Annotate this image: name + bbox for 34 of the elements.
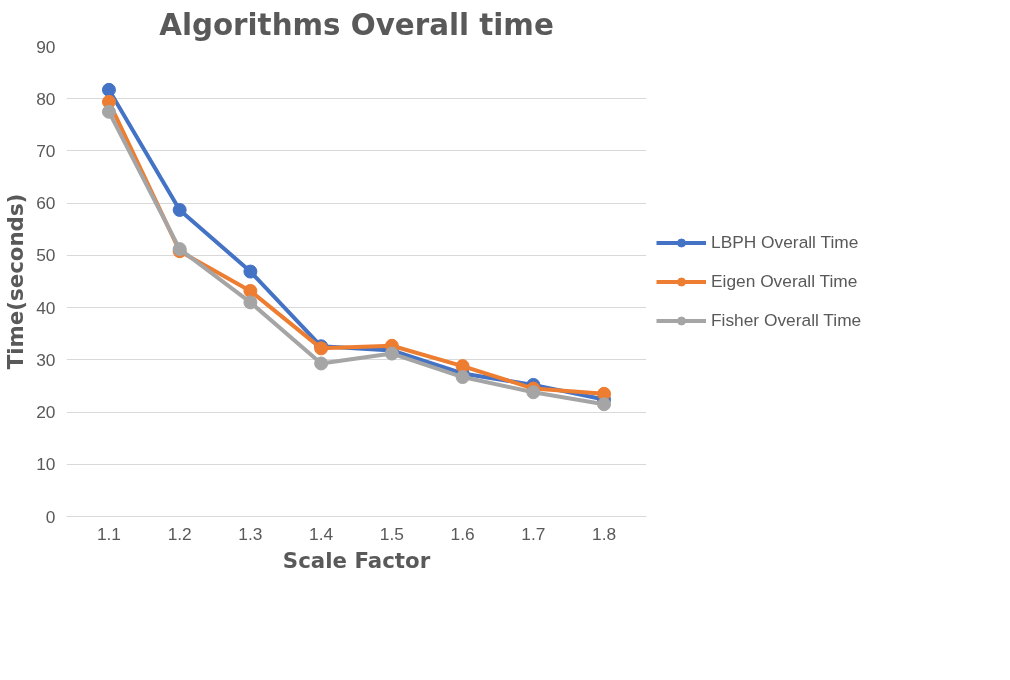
y-tick-label: 90 (36, 36, 56, 57)
y-tick-label: 30 (36, 349, 56, 370)
point (243, 295, 258, 310)
x-tick-label: 1.8 (592, 523, 617, 544)
y-tick-label: 70 (36, 140, 56, 161)
y-tick-label: 10 (36, 454, 56, 475)
y-tick-label: 80 (36, 88, 56, 109)
legend-label: Eigen Overall Time (711, 270, 858, 292)
y-tick-label: 20 (36, 402, 56, 423)
legend-label: LBPH Overall Time (711, 231, 859, 253)
point (172, 202, 187, 217)
x-tick-label: 1.5 (379, 523, 404, 544)
chart-title: Algorithms Overall time (159, 7, 554, 42)
x-axis-title: Scale Factor (282, 547, 431, 573)
point (243, 283, 258, 298)
y-tick-label: 0 (45, 506, 56, 527)
x-tick-label: 1.1 (96, 523, 121, 544)
y-tick-label: 50 (36, 245, 56, 266)
x-tick-label: 1.4 (309, 523, 334, 544)
x-tick-label: 1.7 (521, 523, 546, 544)
point (597, 397, 612, 412)
legend-label: Fisher Overall Time (711, 309, 862, 331)
x-tick-label: 1.6 (450, 523, 475, 544)
point (314, 356, 329, 371)
point (526, 385, 541, 400)
point (243, 264, 258, 279)
point (455, 370, 470, 385)
y-tick-label: 40 (36, 297, 56, 318)
point (101, 104, 116, 119)
point (101, 82, 116, 97)
y-tick-label: 60 (36, 193, 56, 214)
y-axis-title: Time(seconds) (3, 193, 29, 370)
x-tick-label: 1.3 (238, 523, 263, 544)
x-tick-label: 1.2 (167, 523, 192, 544)
